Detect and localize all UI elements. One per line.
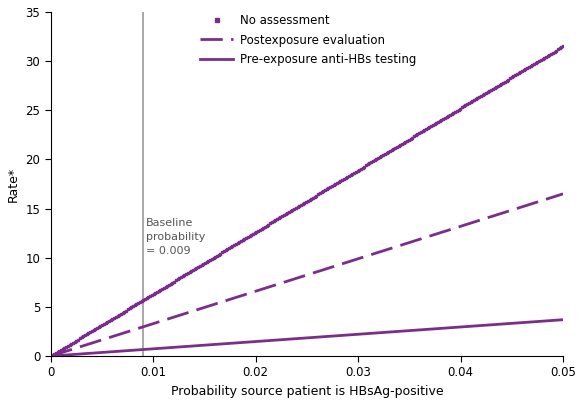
Text: Baseline
probability
= 0.009: Baseline probability = 0.009 — [146, 218, 205, 256]
Postexposure evaluation — [73, 345, 80, 350]
X-axis label: Probability source patient is HBsAg-positive: Probability source patient is HBsAg-posi… — [171, 385, 443, 398]
No assessment — [352, 169, 359, 174]
Y-axis label: Rate*: Rate* — [7, 166, 20, 202]
Line: Pre-exposure anti-HBs testing: Pre-exposure anti-HBs testing — [51, 320, 563, 356]
No assessment — [49, 353, 56, 358]
Pre-exposure anti-HBs testing — [545, 318, 552, 323]
No assessment — [350, 171, 357, 175]
Pre-exposure anti-HBs testing — [451, 325, 458, 330]
Pre-exposure anti-HBs testing — [545, 318, 552, 323]
Postexposure evaluation — [560, 192, 567, 196]
Line: Postexposure evaluation: Postexposure evaluation — [51, 194, 563, 356]
No assessment — [47, 354, 54, 358]
Postexposure evaluation — [545, 196, 552, 201]
Postexposure evaluation — [47, 354, 54, 358]
No assessment — [479, 93, 486, 98]
Pre-exposure anti-HBs testing — [73, 352, 80, 357]
Line: No assessment: No assessment — [50, 45, 564, 357]
No assessment — [361, 164, 368, 169]
Postexposure evaluation — [451, 226, 458, 231]
Pre-exposure anti-HBs testing — [283, 337, 290, 342]
No assessment — [512, 73, 519, 78]
Postexposure evaluation — [296, 275, 303, 279]
Pre-exposure anti-HBs testing — [47, 354, 54, 358]
Pre-exposure anti-HBs testing — [296, 336, 303, 341]
No assessment — [560, 44, 567, 49]
Legend: No assessment, Postexposure evaluation, Pre-exposure anti-HBs testing: No assessment, Postexposure evaluation, … — [200, 15, 417, 66]
Postexposure evaluation — [545, 196, 552, 201]
Postexposure evaluation — [283, 279, 290, 284]
Pre-exposure anti-HBs testing — [560, 317, 567, 322]
